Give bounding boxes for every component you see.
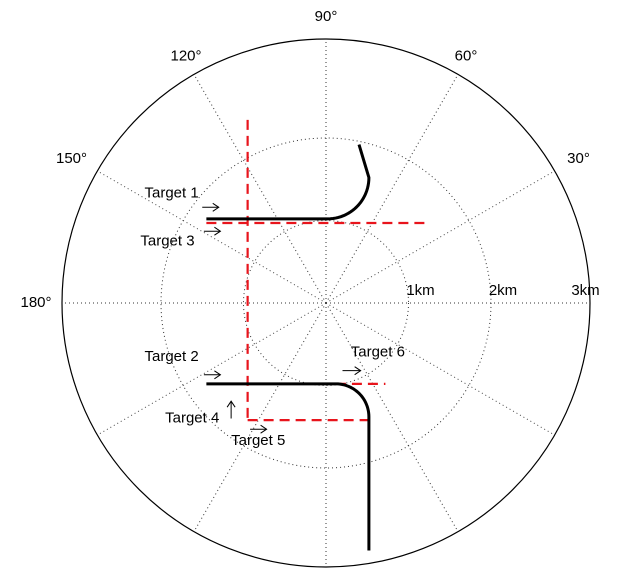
angle-tick-label: 90° — [315, 8, 338, 25]
target-arrow — [226, 400, 236, 419]
angle-tick-label: 30° — [567, 150, 590, 167]
labels-layer: 90° 60° 120° 30° 150° 180° 1km 2km 3km Target 1 Ta… — [20, 8, 599, 449]
arrow-head — [214, 370, 222, 380]
arrow-head — [212, 202, 220, 212]
grid-circle — [243, 220, 409, 386]
arrow-head — [214, 226, 222, 236]
grid-spoke — [193, 74, 327, 304]
target-label: Target 6 — [351, 344, 405, 361]
arrow-head — [260, 424, 268, 434]
arrow-head — [354, 366, 362, 376]
target-arrow — [342, 366, 362, 376]
outer-circle — [61, 38, 591, 568]
target-label: Target 1 — [145, 184, 199, 201]
target-label: Target 5 — [231, 432, 285, 449]
arrows-layer — [202, 202, 362, 434]
angle-tick-label: 120° — [170, 47, 201, 64]
arrow-head — [226, 400, 236, 408]
radial-tick-label: 3km — [571, 282, 599, 299]
target-arrow — [202, 202, 220, 212]
own-paths-layer — [206, 144, 371, 551]
grid-spoke — [325, 302, 459, 532]
target-label: Target 4 — [165, 410, 219, 427]
grid-spoke — [97, 302, 327, 436]
target-lines-layer — [206, 119, 425, 422]
target-arrow — [250, 424, 268, 434]
radial-tick-label: 2km — [489, 282, 517, 299]
angle-tick-label: 150° — [56, 150, 87, 167]
target-arrow — [203, 370, 222, 380]
angle-tick-label: 180° — [20, 294, 51, 311]
own-path — [206, 382, 371, 551]
grid-spoke — [193, 302, 327, 532]
target-arrow — [203, 226, 222, 236]
own-path — [206, 144, 371, 221]
grid-layer — [61, 38, 591, 568]
grid-spoke — [325, 170, 555, 304]
target-label: Target 3 — [140, 232, 194, 249]
grid-spoke — [325, 302, 555, 436]
grid-spoke — [97, 170, 327, 304]
angle-tick-label: 60° — [455, 47, 478, 64]
grid-spoke — [325, 74, 459, 304]
target-label: Target 2 — [145, 348, 199, 365]
radial-tick-label: 1km — [406, 282, 434, 299]
